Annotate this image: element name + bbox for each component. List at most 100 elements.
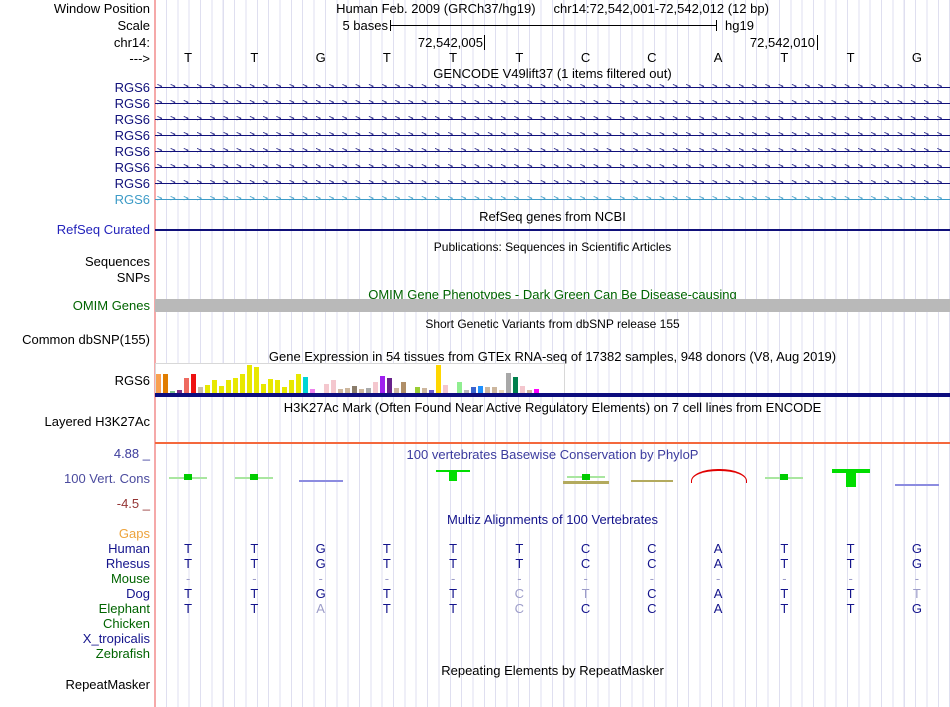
- h3k27ac-track-title[interactable]: H3K27Ac Mark (Often Found Near Active Re…: [283, 400, 822, 415]
- conservation-mark[interactable]: [581, 474, 590, 480]
- conservation-mark[interactable]: [449, 470, 458, 481]
- gencode-gene-arrows[interactable]: >>>>>>>>>>>>>>>>>>>>>>>>>>>>>>>>>>>>>>>>…: [157, 194, 950, 204]
- multiz-species-label[interactable]: Elephant: [98, 601, 150, 616]
- multiz-species-label[interactable]: Gaps: [118, 526, 150, 541]
- gtex-tissue-bar[interactable]: [324, 384, 329, 393]
- gtex-tissue-bar[interactable]: [513, 377, 518, 393]
- gtex-tissue-bar[interactable]: [359, 389, 364, 393]
- gtex-track-title[interactable]: Gene Expression in 54 tissues from GTEx …: [268, 349, 837, 364]
- multiz-species-label[interactable]: Zebrafish: [95, 646, 150, 661]
- gtex-tissue-bar[interactable]: [499, 390, 504, 393]
- gtex-tissue-bar[interactable]: [520, 386, 525, 393]
- gtex-tissue-bar[interactable]: [226, 380, 231, 393]
- gtex-tissue-bar[interactable]: [205, 385, 210, 393]
- gencode-gene-label[interactable]: RGS6: [114, 176, 150, 191]
- h3k27ac-label[interactable]: Layered H3K27Ac: [44, 414, 150, 429]
- gtex-tissue-bar[interactable]: [527, 390, 532, 393]
- gtex-tissue-bar[interactable]: [443, 385, 448, 393]
- gtex-tissue-bar[interactable]: [492, 387, 497, 393]
- gtex-tissue-bar[interactable]: [268, 379, 273, 393]
- conservation-mark[interactable]: [894, 484, 939, 486]
- conservation-mark[interactable]: [250, 474, 259, 480]
- gencode-gene-line[interactable]: [155, 151, 950, 152]
- h3k27ac-baseline[interactable]: [155, 442, 950, 444]
- gtex-tissue-bar[interactable]: [373, 382, 378, 393]
- gtex-tissue-bar[interactable]: [380, 376, 385, 393]
- conservation-mark[interactable]: [562, 481, 609, 484]
- gtex-tissue-bar[interactable]: [303, 377, 308, 393]
- gtex-tissue-bar[interactable]: [331, 380, 336, 393]
- gtex-tissue-bar[interactable]: [289, 380, 294, 393]
- gencode-gene-label[interactable]: RGS6: [114, 192, 150, 207]
- gencode-gene-arrows[interactable]: >>>>>>>>>>>>>>>>>>>>>>>>>>>>>>>>>>>>>>>>…: [157, 146, 950, 156]
- gtex-tissue-bar[interactable]: [345, 388, 350, 393]
- gencode-gene-arrows[interactable]: >>>>>>>>>>>>>>>>>>>>>>>>>>>>>>>>>>>>>>>>…: [157, 162, 950, 172]
- gtex-tissue-bar[interactable]: [170, 391, 175, 393]
- conservation-mark[interactable]: [184, 474, 193, 480]
- gencode-gene-label[interactable]: RGS6: [114, 96, 150, 111]
- gtex-tissue-bar[interactable]: [471, 387, 476, 393]
- omim-gene-bar[interactable]: [155, 299, 950, 312]
- conservation-mark[interactable]: [845, 469, 856, 487]
- gencode-gene-line[interactable]: [155, 183, 950, 184]
- gencode-gene-arrows[interactable]: >>>>>>>>>>>>>>>>>>>>>>>>>>>>>>>>>>>>>>>>…: [157, 178, 950, 188]
- dbsnp-track-title[interactable]: Short Genetic Variants from dbSNP releas…: [425, 317, 680, 331]
- gencode-gene-arrows[interactable]: >>>>>>>>>>>>>>>>>>>>>>>>>>>>>>>>>>>>>>>>…: [157, 98, 950, 108]
- gencode-gene-label[interactable]: RGS6: [114, 128, 150, 143]
- gtex-tissue-bar[interactable]: [163, 374, 168, 393]
- conservation-track-title[interactable]: 100 vertebrates Basewise Conservation by…: [406, 447, 699, 462]
- gtex-tissue-bar[interactable]: [184, 378, 189, 393]
- conservation-mark[interactable]: [298, 480, 343, 482]
- multiz-species-label[interactable]: Dog: [126, 586, 150, 601]
- refseq-track-title[interactable]: RefSeq genes from NCBI: [479, 209, 626, 224]
- gencode-gene-line[interactable]: [155, 199, 950, 200]
- gtex-tissue-bar[interactable]: [534, 389, 539, 393]
- gencode-gene-arrows[interactable]: >>>>>>>>>>>>>>>>>>>>>>>>>>>>>>>>>>>>>>>>…: [157, 114, 950, 124]
- gencode-track-title[interactable]: GENCODE V49lift37 (1 items filtered out): [433, 66, 672, 81]
- gencode-gene-line[interactable]: [155, 103, 950, 104]
- gtex-tissue-bar[interactable]: [310, 389, 315, 393]
- refseq-gene-line[interactable]: [155, 229, 950, 231]
- gtex-tissue-bar[interactable]: [219, 386, 224, 393]
- gtex-tissue-bar[interactable]: [233, 378, 238, 393]
- gencode-gene-arrows[interactable]: >>>>>>>>>>>>>>>>>>>>>>>>>>>>>>>>>>>>>>>>…: [157, 82, 950, 92]
- gtex-tissue-bar[interactable]: [464, 390, 469, 393]
- gtex-tissue-bar[interactable]: [401, 382, 406, 393]
- gtex-tissue-bar[interactable]: [366, 388, 371, 393]
- repeatmasker-track-title[interactable]: Repeating Elements by RepeatMasker: [441, 663, 664, 678]
- gtex-tissue-bar[interactable]: [422, 388, 427, 393]
- multiz-species-label[interactable]: Rhesus: [105, 556, 150, 571]
- multiz-species-label[interactable]: X_tropicalis: [82, 631, 150, 646]
- gencode-gene-line[interactable]: [155, 135, 950, 136]
- snps-label[interactable]: SNPs: [116, 270, 150, 285]
- gtex-tissue-bar[interactable]: [191, 374, 196, 393]
- conservation-label[interactable]: 100 Vert. Cons: [64, 471, 150, 486]
- gtex-tissue-bar[interactable]: [506, 373, 511, 393]
- gtex-tissue-bar[interactable]: [485, 387, 490, 393]
- gtex-gene-label[interactable]: RGS6: [114, 373, 150, 388]
- repeatmasker-label[interactable]: RepeatMasker: [65, 677, 150, 692]
- gtex-tissue-bar[interactable]: [247, 365, 252, 393]
- dbsnp-label[interactable]: Common dbSNP(155): [22, 332, 150, 347]
- multiz-species-label[interactable]: Chicken: [103, 616, 150, 631]
- gencode-gene-line[interactable]: [155, 167, 950, 168]
- gencode-gene-label[interactable]: RGS6: [114, 144, 150, 159]
- gencode-gene-line[interactable]: [155, 87, 950, 88]
- gtex-tissue-bar[interactable]: [261, 384, 266, 393]
- gtex-tissue-bar[interactable]: [177, 390, 182, 393]
- gtex-tissue-bar[interactable]: [352, 386, 357, 393]
- gencode-gene-label[interactable]: RGS6: [114, 80, 150, 95]
- publications-track-title[interactable]: Publications: Sequences in Scientific Ar…: [433, 240, 672, 254]
- gtex-tissue-bar[interactable]: [254, 367, 259, 393]
- multiz-track-title[interactable]: Multiz Alignments of 100 Vertebrates: [446, 512, 658, 527]
- multiz-species-label[interactable]: Human: [108, 541, 150, 556]
- omim-genes-label[interactable]: OMIM Genes: [72, 298, 150, 313]
- gtex-tissue-bar[interactable]: [394, 388, 399, 393]
- gencode-gene-label[interactable]: RGS6: [114, 112, 150, 127]
- gtex-tissue-bar[interactable]: [212, 380, 217, 393]
- refseq-curated-label[interactable]: RefSeq Curated: [56, 222, 150, 237]
- gtex-tissue-bar[interactable]: [275, 380, 280, 393]
- gtex-tissue-bar[interactable]: [338, 389, 343, 393]
- gtex-tissue-bar[interactable]: [436, 365, 441, 393]
- gtex-tissue-bar[interactable]: [282, 387, 287, 393]
